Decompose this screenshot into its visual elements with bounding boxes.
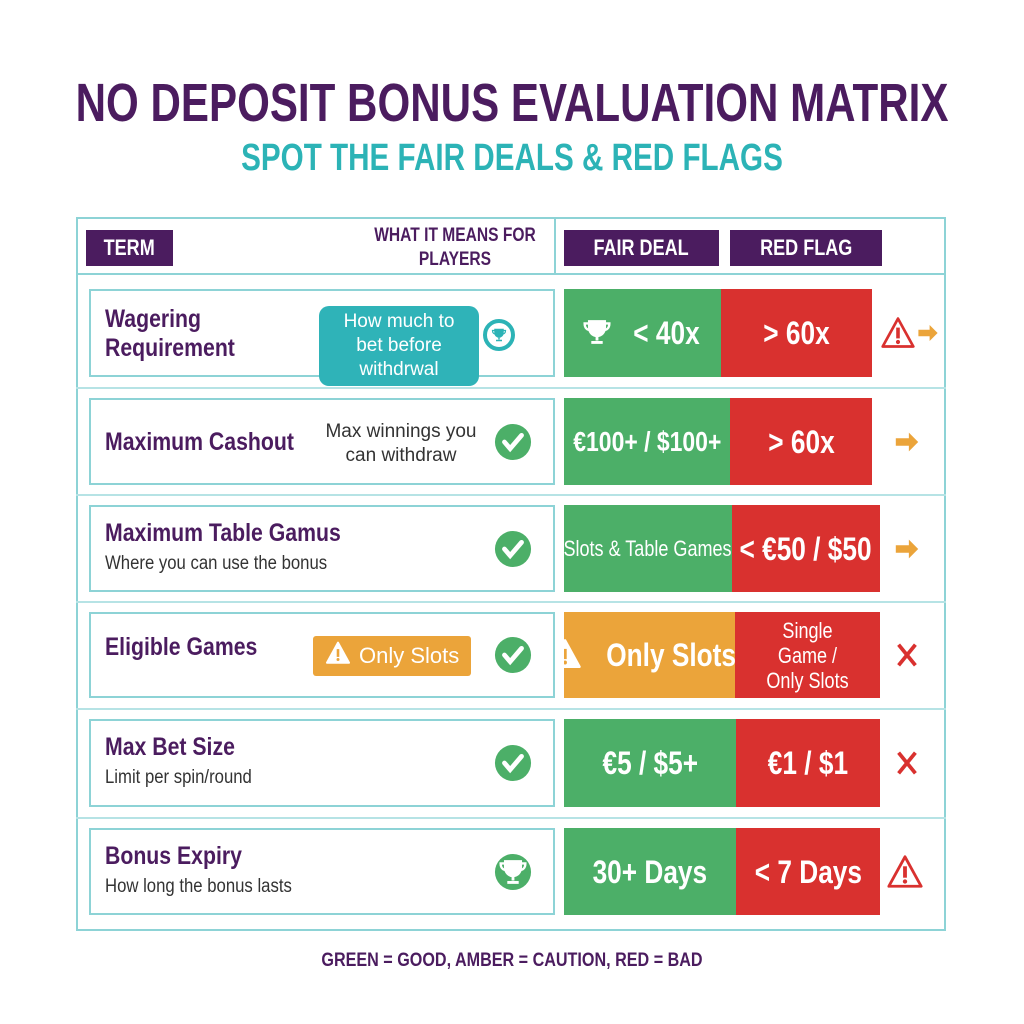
check-icon: [494, 530, 532, 573]
fair-deal-cell: < 40x: [564, 289, 721, 377]
term-description: Where you can use the bonus: [105, 552, 328, 574]
row-separator: [76, 601, 946, 603]
fair-deal-cell: Slots & Table Games: [564, 505, 732, 592]
warning-icon: [325, 640, 351, 672]
check-icon: [494, 423, 532, 466]
meaning-text: Only Slots: [359, 643, 460, 668]
red-flag-value: < 7 Days: [754, 853, 862, 890]
meaning-pill: Only Slots: [313, 636, 472, 676]
red-flag-value: < €50 / $50: [739, 530, 873, 567]
warning-arrow-icon: [880, 314, 940, 352]
header-divider: [554, 217, 556, 273]
warning-icon: [564, 637, 582, 673]
term-label: Maximum Table Gamus: [105, 518, 341, 547]
fair-deal-cell: €5 / $5+: [564, 719, 736, 807]
term-card: Maximum Cashout Max winnings you can with…: [89, 398, 555, 485]
red-flag-cell: > 60x: [721, 289, 872, 377]
term-label: Max Bet Size: [105, 733, 235, 761]
term-card: Bonus Expiry How long the bonus lasts: [89, 828, 555, 915]
trophy-icon: [483, 319, 515, 351]
row-separator: [76, 708, 946, 710]
red-flag-cell: > 60x: [730, 398, 872, 485]
red-flag-value: €1 / $1: [767, 745, 849, 781]
fair-deal-value: < 40x: [633, 315, 700, 351]
term-card: Eligible Games Only Slots: [89, 612, 555, 698]
term-card: Max Bet Size Limit per spin/round: [89, 719, 555, 807]
fair-deal-cell: 30+ Days: [564, 828, 736, 915]
meaning-text: Max winnings you can withdraw: [325, 420, 477, 466]
header-term: TERM: [86, 230, 173, 266]
warning-icon: [886, 853, 924, 891]
header-separator: [76, 273, 946, 275]
red-flag-cell: < 7 Days: [736, 828, 880, 915]
term-card: Maximum Table Gamus Where you can use the…: [89, 505, 555, 592]
fair-deal-value: €5 / $5+: [602, 745, 698, 781]
fair-deal-value: €100+ / $100+: [572, 425, 722, 457]
arrow-icon: [893, 423, 921, 461]
term-label: Bonus Expiry: [105, 841, 242, 870]
fair-deal-cell: Only Slots: [564, 612, 735, 698]
fair-deal-value: 30+ Days: [592, 853, 708, 890]
header-what-it-means: WHAT IT MEANS FOR PLAYERS: [374, 225, 536, 270]
fair-deal-cell: €100+ / $100+: [564, 398, 730, 485]
term-card: Wagering Requirement How much to bet befo…: [89, 289, 555, 386]
red-flag-value: Single Game / Only Slots: [766, 617, 849, 693]
term-label: Wagering Requirement: [105, 305, 235, 362]
header-red-flag: RED FLAG: [730, 230, 882, 266]
term-label: Eligible Games: [105, 633, 258, 661]
row-separator: [76, 817, 946, 819]
header-fair-deal: FAIR DEAL: [564, 230, 719, 266]
fair-deal-value: Only Slots: [606, 637, 735, 673]
term-description: How long the bonus lasts: [105, 875, 292, 897]
color-legend: GREEN = GOOD, AMBER = CAUTION, RED = BAD: [321, 950, 703, 971]
meaning-callout: How much to bet before withdrwal: [319, 306, 479, 386]
matrix-table: [76, 217, 946, 931]
page-subtitle: SPOT THE FAIR DEALS & RED FLAGS: [241, 137, 783, 179]
red-flag-value: > 60x: [767, 423, 835, 460]
row-separator: [76, 387, 946, 389]
check-icon: [494, 744, 532, 787]
x-icon: [893, 744, 921, 782]
trophy-icon: [578, 313, 616, 353]
row-separator: [76, 494, 946, 496]
term-label: Maximum Cashout: [105, 427, 294, 456]
x-icon: [893, 636, 921, 674]
trophy-icon: [494, 853, 532, 896]
red-flag-cell: Single Game / Only Slots: [735, 612, 880, 698]
red-flag-cell: €1 / $1: [736, 719, 880, 807]
page-title: NO DEPOSIT BONUS EVALUATION MATRIX: [75, 73, 949, 133]
check-icon: [494, 636, 532, 679]
red-flag-value: > 60x: [763, 315, 830, 351]
arrow-icon: [893, 530, 921, 568]
red-flag-cell: < €50 / $50: [732, 505, 880, 592]
fair-deal-value: Slots & Table Games: [564, 536, 732, 561]
term-description: Limit per spin/round: [105, 767, 252, 788]
